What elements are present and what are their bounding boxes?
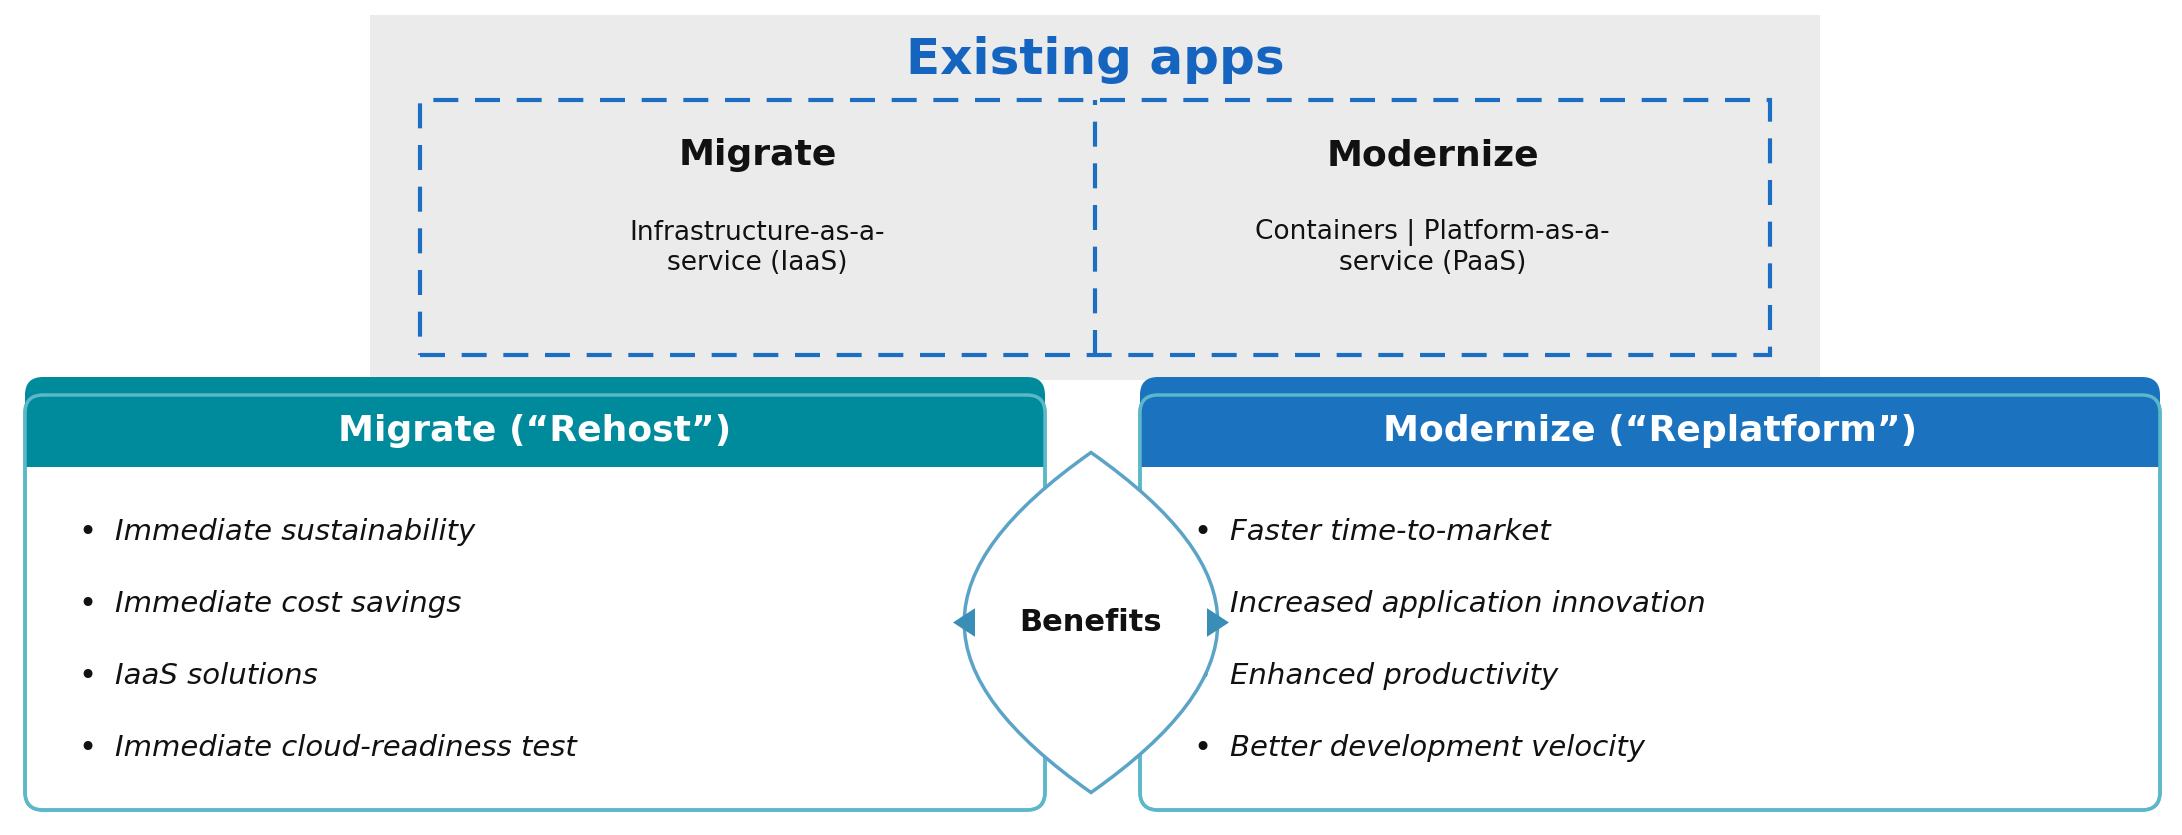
Text: Infrastructure-as-a-
service (IaaS): Infrastructure-as-a- service (IaaS) bbox=[631, 220, 886, 276]
Text: Benefits: Benefits bbox=[1019, 608, 1163, 637]
Text: Immediate sustainability: Immediate sustainability bbox=[116, 518, 476, 546]
Text: •: • bbox=[79, 733, 96, 762]
Text: •: • bbox=[79, 518, 96, 546]
Text: Immediate cost savings: Immediate cost savings bbox=[116, 590, 460, 618]
PathPatch shape bbox=[964, 453, 1218, 792]
FancyBboxPatch shape bbox=[24, 447, 1045, 467]
Text: •: • bbox=[1194, 733, 1211, 762]
Text: •: • bbox=[1194, 518, 1211, 546]
FancyBboxPatch shape bbox=[1139, 377, 2160, 467]
FancyBboxPatch shape bbox=[1139, 395, 2160, 810]
Text: Better development velocity: Better development velocity bbox=[1231, 734, 1645, 762]
Text: Modernize: Modernize bbox=[1327, 138, 1538, 172]
FancyBboxPatch shape bbox=[24, 395, 1045, 810]
FancyBboxPatch shape bbox=[24, 377, 1045, 467]
Polygon shape bbox=[1207, 608, 1228, 637]
Text: Containers | Platform-as-a-
service (PaaS): Containers | Platform-as-a- service (Paa… bbox=[1255, 219, 1610, 276]
FancyBboxPatch shape bbox=[371, 15, 1820, 380]
Text: Enhanced productivity: Enhanced productivity bbox=[1231, 662, 1558, 690]
Text: Increased application innovation: Increased application innovation bbox=[1231, 590, 1706, 618]
Text: Immediate cloud-readiness test: Immediate cloud-readiness test bbox=[116, 734, 576, 762]
Text: IaaS solutions: IaaS solutions bbox=[116, 662, 319, 690]
FancyBboxPatch shape bbox=[1139, 447, 2160, 467]
Text: Faster time-to-market: Faster time-to-market bbox=[1231, 518, 1551, 546]
Polygon shape bbox=[954, 608, 975, 637]
Text: Migrate (“Rehost”): Migrate (“Rehost”) bbox=[338, 414, 731, 448]
Text: •: • bbox=[79, 661, 96, 691]
Text: Existing apps: Existing apps bbox=[906, 36, 1285, 84]
Text: Migrate: Migrate bbox=[679, 138, 836, 172]
Text: •: • bbox=[1194, 661, 1211, 691]
Text: •: • bbox=[79, 590, 96, 619]
Text: •: • bbox=[1194, 590, 1211, 619]
Text: Modernize (“Replatform”): Modernize (“Replatform”) bbox=[1383, 414, 1918, 448]
